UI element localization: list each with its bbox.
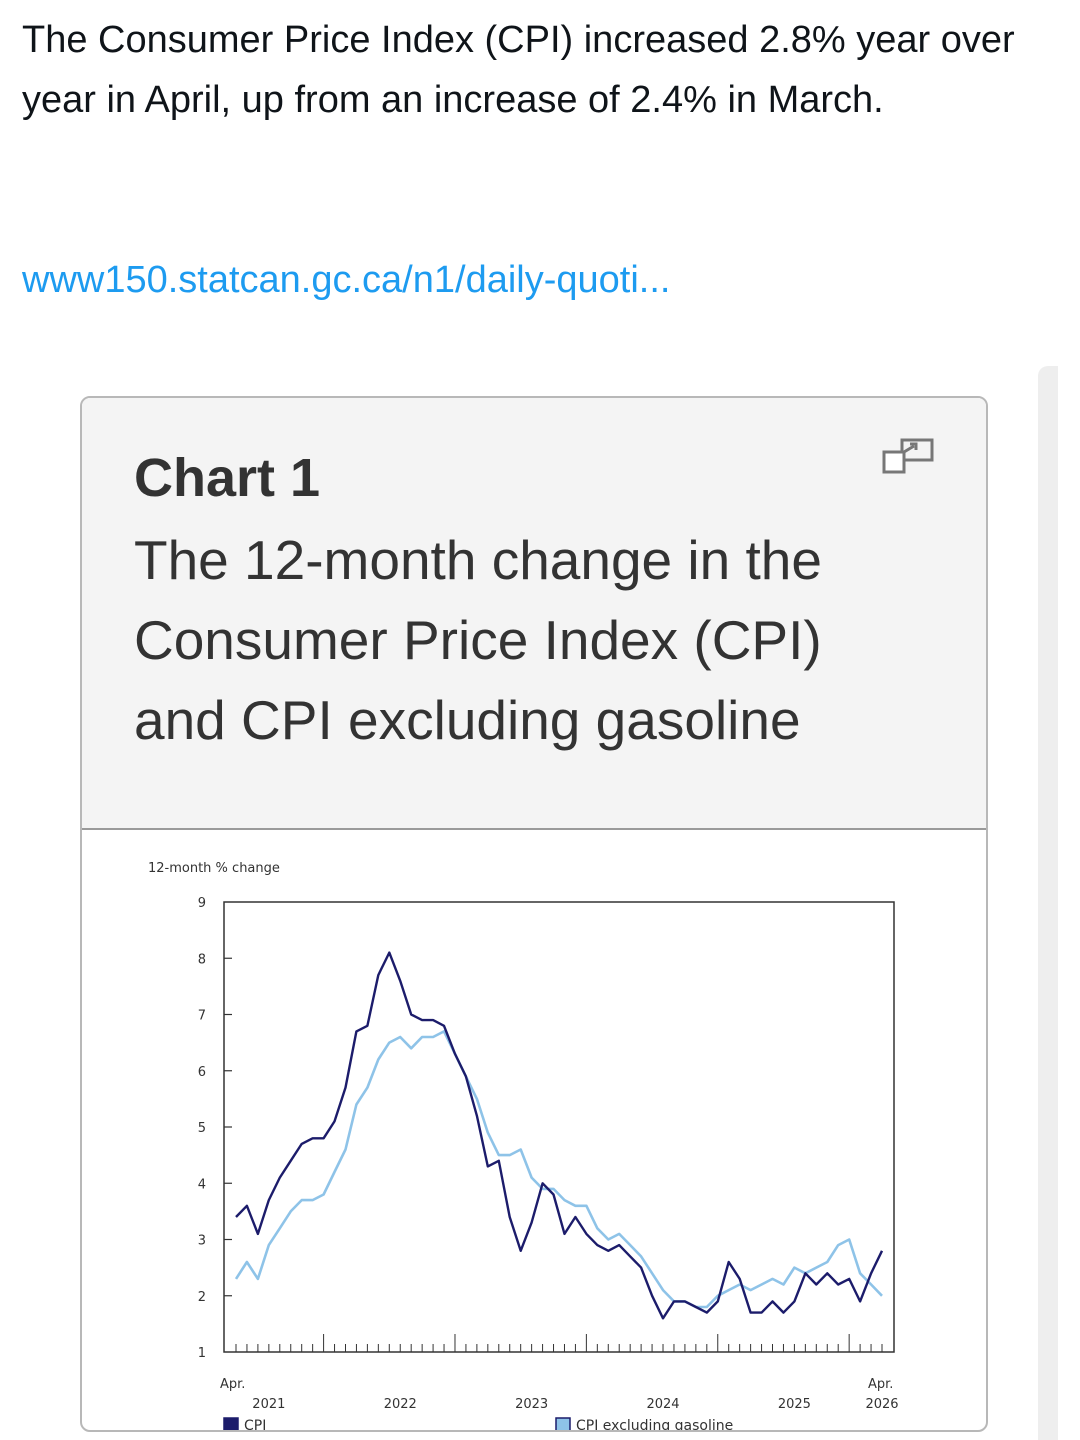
- series-line-cpi-excluding-gasoline: [234, 1030, 883, 1309]
- x-year-label: 2026: [865, 1397, 898, 1412]
- carousel-edge[interactable]: [1038, 366, 1058, 1440]
- legend-swatch: [223, 1417, 239, 1430]
- y-tick-label: 5: [198, 1121, 206, 1136]
- post-text: The Consumer Price Index (CPI) increased…: [22, 19, 1015, 121]
- x-year-label: 2021: [252, 1397, 285, 1412]
- y-tick-label: 4: [198, 1177, 206, 1192]
- series-line-cpi: [235, 951, 884, 1320]
- y-tick-label: 8: [198, 952, 206, 967]
- y-tick-label: 9: [198, 896, 206, 911]
- y-axis-label: 12-month % change: [148, 861, 280, 876]
- y-tick-label: 1: [198, 1346, 206, 1361]
- y-tick-label: 3: [198, 1234, 206, 1249]
- expand-window-icon[interactable]: [882, 438, 934, 474]
- x-end-label: Apr.: [868, 1377, 893, 1392]
- y-tick-label: 7: [198, 1009, 206, 1024]
- x-year-label: 2024: [646, 1397, 679, 1412]
- plot-frame: [223, 901, 895, 1353]
- legend-swatch: [555, 1417, 571, 1430]
- chart-card[interactable]: Chart 1 The 12-month change in the Consu…: [80, 396, 988, 1432]
- x-year-label: 2025: [778, 1397, 811, 1412]
- chart-title: The 12-month change in the Consumer Pric…: [134, 529, 822, 751]
- x-year-label: 2022: [384, 1397, 417, 1412]
- legend-label: CPI excluding gasoline: [576, 1418, 733, 1432]
- x-start-label: Apr.: [220, 1377, 245, 1392]
- legend-label: CPI: [244, 1418, 266, 1432]
- y-tick-label: 6: [198, 1065, 206, 1080]
- post-link[interactable]: www150.statcan.gc.ca/n1/daily-quoti...: [22, 259, 671, 301]
- x-year-label: 2023: [515, 1397, 548, 1412]
- chart-number: Chart 1: [134, 448, 321, 508]
- y-tick-label: 2: [198, 1290, 206, 1305]
- cpi-line-chart: 12-month % change 9 8 7 6 5 4 3 2 1 Apr. Apr. 20…: [148, 861, 899, 1432]
- chart-card-header: Chart 1 The 12-month change in the Consu…: [82, 398, 986, 830]
